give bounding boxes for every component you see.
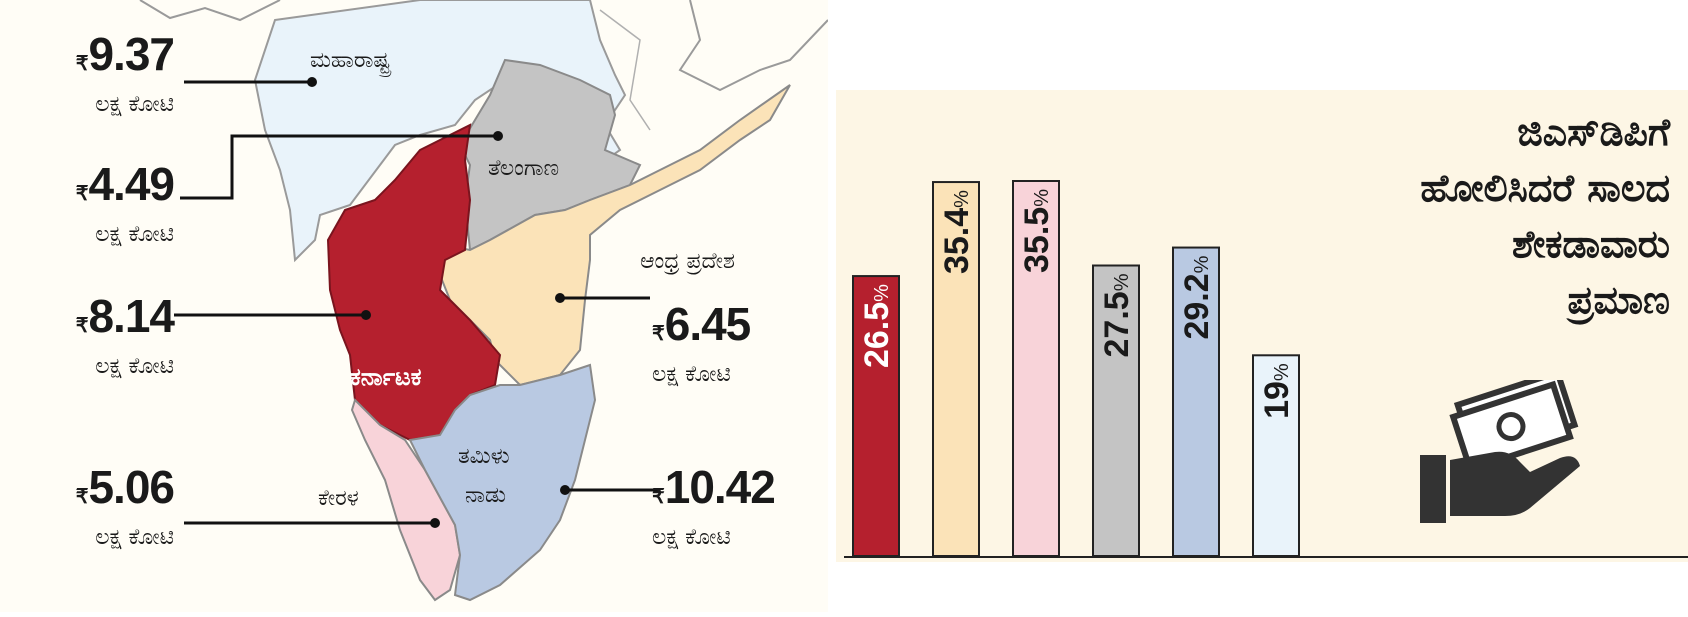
debt-label-andhra-pradesh: ₹6.45 ಲಕ್ಷ ಕೋಟಿ: [652, 300, 822, 388]
debt-label-tamil-nadu: ₹10.42 ಲಕ್ಷ ಕೋಟಿ: [652, 463, 822, 551]
debt-unit: ಲಕ್ಷ ಕೋಟಿ: [652, 362, 731, 387]
leader-dot: [361, 310, 371, 320]
state-name-maharashtra: ಮಹಾರಾಷ್ಟ್ರ: [310, 48, 392, 78]
bar: [1092, 264, 1140, 557]
rupee-icon: ₹: [652, 323, 665, 345]
map-panel: ಮಹಾರಾಷ್ಟ್ರ ತೆಲಂಗಾಣ ಕರ್ನಾಟಕ ಆಂಧ್ರ ಪ್ರದೇಶ …: [0, 0, 829, 612]
leader-dot: [307, 77, 317, 87]
rupee-icon: ₹: [75, 183, 89, 205]
bar-value-label: 29.2%: [1178, 255, 1216, 339]
debt-unit: ಲಕ್ಷ ಕೋಟಿ: [95, 525, 174, 550]
state-name-andhra-pradesh: ಆಂಧ್ರ ಪ್ರದೇಶ: [640, 249, 735, 274]
hand-with-money-icon: [1420, 380, 1580, 523]
debt-amount: ₹6.45: [652, 300, 822, 358]
debt-value: 10.42: [664, 461, 776, 513]
chart-title-line: ಶೇಕಡಾವಾರು: [1511, 222, 1670, 266]
debt-unit: ಲಕ್ಷ ಕೋಟಿ: [652, 525, 731, 550]
south-india-map: ಮಹಾರಾಷ್ಟ್ರ ತೆಲಂಗಾಣ ಕರ್ನಾಟಕ ಆಂಧ್ರ ಪ್ರದೇಶ …: [139, 0, 829, 602]
bar: [1012, 180, 1060, 557]
bar: [932, 181, 980, 557]
bar: [852, 275, 900, 557]
state-name-kerala: ಕೇರಳ: [318, 486, 359, 511]
debt-value: 8.14: [88, 290, 175, 342]
bar-chart: 26.5% 35.4% 35.5% 27.5% 29.2% 19%: [844, 180, 1688, 558]
bar-group: 27.5%: [1092, 264, 1140, 557]
debt-amount: ₹10.42: [652, 463, 822, 521]
bar-group: 29.2%: [1172, 246, 1220, 558]
debt-label-telangana: ₹4.49 ಲಕ್ಷ ಕೋಟಿ: [24, 158, 175, 248]
chart-title-line: ಜಿಎಸ್‌ಡಿಪಿಗೆ: [1517, 110, 1670, 154]
state-kerala: [350, 398, 462, 602]
debt-amount: ₹5.06: [24, 461, 175, 521]
debt-unit: ಲಕ್ಷ ಕೋಟಿ: [95, 354, 174, 379]
debt-label-maharashtra: ₹9.37 ಲಕ್ಷ ಕೋಟಿ: [24, 28, 175, 118]
rupee-icon: ₹: [652, 486, 665, 508]
state-name-karnataka: ಕರ್ನಾಟಕ: [350, 363, 422, 391]
rupee-icon: ₹: [75, 315, 89, 337]
debt-value: 5.06: [88, 461, 175, 513]
rupee-icon: ₹: [75, 486, 89, 508]
state-tamil-nadu: [408, 363, 597, 602]
bar-group: 35.5%: [1012, 180, 1060, 557]
debt-value: 6.45: [664, 298, 752, 350]
chart-title-line: ಹೋಲಿಸಿದರೆ ಸಾಲದ: [1420, 166, 1670, 210]
debt-value: 4.49: [88, 158, 175, 210]
debt-value: 9.37: [88, 28, 175, 80]
bar-value-label: 19%: [1258, 363, 1296, 419]
bar-group: 35.4%: [932, 181, 980, 557]
border-outline: [678, 0, 829, 92]
bar-value-label: 35.4%: [938, 190, 976, 274]
leader-line: [180, 134, 498, 200]
debt-label-kerala: ₹5.06 ಲಕ್ಷ ಕೋಟಿ: [24, 461, 175, 551]
debt-amount: ₹9.37: [24, 28, 175, 88]
bar-value-label: 27.5%: [1098, 273, 1136, 357]
border-outline: [139, 0, 281, 22]
bar-value-label: 26.5%: [858, 284, 896, 368]
leader-dot: [493, 131, 503, 141]
leader-dot: [430, 518, 440, 528]
bar-value-label: 35.5%: [1018, 189, 1056, 273]
debt-amount: ₹8.14: [24, 290, 175, 350]
debt-unit: ಲಕ್ಷ ಕೋಟಿ: [95, 92, 174, 117]
bar-group: 19%: [1252, 354, 1300, 557]
chart-title: ಜಿಎಸ್‌ಡಿಪಿಗೆ ಹೋಲಿಸಿದರೆ ಸಾಲದ ಶೇಕಡಾವಾರು ಪ್…: [1310, 104, 1670, 328]
state-andhra-pradesh: [438, 84, 791, 387]
leader-dot: [555, 293, 565, 303]
rupee-icon: ₹: [75, 53, 89, 75]
chart-title-line: ಪ್ರಮಾಣ: [1567, 278, 1670, 322]
debt-amount: ₹4.49: [24, 158, 175, 218]
leader-dot: [560, 485, 570, 495]
state-name-tamil-nadu-line1: ತಮಿಳು: [458, 444, 510, 469]
state-name-telangana: ತೆಲಂಗಾಣ: [488, 156, 559, 181]
border-outline: [599, 9, 651, 131]
bar: [1252, 354, 1300, 557]
debt-label-karnataka: ₹8.14 ಲಕ್ಷ ಕೋಟಿ: [24, 290, 175, 380]
state-name-tamil-nadu-line2: ನಾಡು: [465, 483, 506, 508]
bar-group: 26.5%: [852, 275, 900, 557]
debt-unit: ಲಕ್ಷ ಕೋಟಿ: [95, 222, 174, 247]
bar: [1172, 246, 1220, 558]
